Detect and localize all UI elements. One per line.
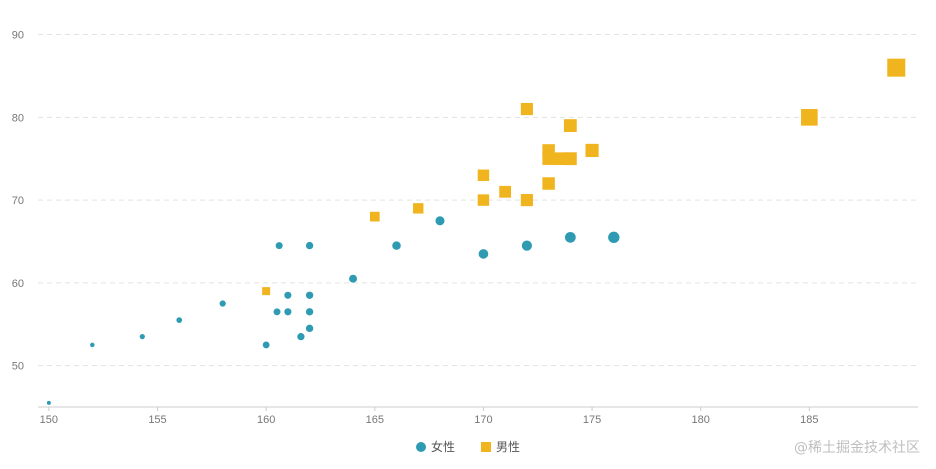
y-tick-label: 70 [12,195,24,207]
female-point [305,241,314,250]
male-point [563,152,577,166]
legend-square-icon [481,441,491,452]
female-point [305,324,314,333]
female-point [284,291,292,299]
legend-label-female: 女性 [430,440,455,454]
y-tick-label: 50 [12,361,24,373]
female-point [219,300,226,307]
male-point [262,287,271,296]
female-point [275,242,283,250]
female-point [349,274,358,283]
male-point [553,152,566,166]
x-tick-label: 150 [40,414,58,426]
female-point [478,249,489,259]
legend-item-male[interactable]: 男性 [481,438,520,455]
legend-item-female[interactable]: 女性 [415,438,455,455]
x-tick-label: 180 [692,414,710,426]
female-point [608,231,620,243]
male-point [477,194,490,206]
female-point [273,308,281,316]
female-point [176,317,183,323]
male-point [585,143,599,158]
male-point [477,169,490,181]
y-tick-label: 80 [12,112,24,124]
female-point [46,400,51,405]
female-point [435,216,445,226]
male-point [542,177,555,190]
x-tick-label: 155 [148,414,166,426]
male-point [542,144,555,157]
female-point [305,291,314,299]
watermark: @稀土掘金技术社区 [794,440,920,456]
male-point [499,185,512,198]
male-point [887,58,906,77]
male-point [413,203,424,214]
male-point [563,119,577,133]
female-point [305,308,314,316]
x-tick-label: 175 [583,414,601,426]
female-point [297,333,305,341]
x-tick-label: 170 [474,414,492,426]
chart-legend: 女性 男性 [0,438,936,455]
female-point [139,334,145,340]
female-point [284,308,292,316]
male-point [801,109,818,126]
female-point [564,231,576,243]
male-point [520,194,533,207]
y-tick-label: 90 [12,30,24,42]
x-tick-label: 160 [257,414,275,426]
legend-circle-icon [415,441,426,452]
y-tick-label: 60 [12,278,24,290]
female-point [262,341,270,349]
x-tick-label: 165 [366,414,384,426]
female-point [521,240,532,251]
x-tick-label: 185 [800,414,818,426]
female-point [90,342,95,348]
female-point [392,241,401,250]
chart-svg: 50 60 70 80 90 150 155 160 165 170 175 180 185 [12,30,918,426]
legend-label-male: 男性 [496,440,521,454]
male-point [520,102,533,116]
male-point [369,211,380,222]
